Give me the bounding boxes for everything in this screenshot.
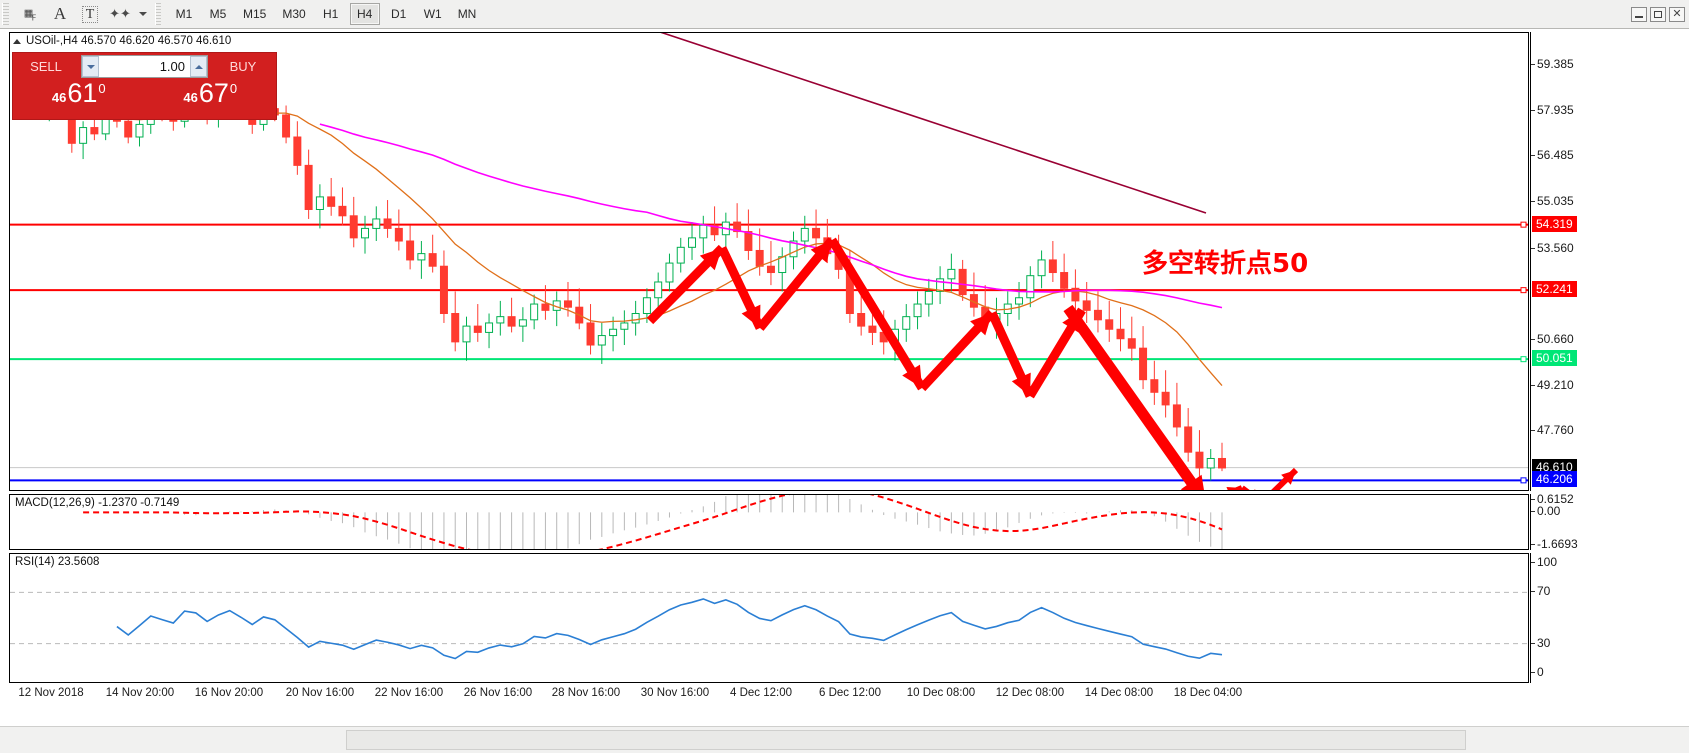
price-tag-54.319: 54.319: [1532, 215, 1577, 232]
time-label-1: 14 Nov 20:00: [105, 687, 175, 699]
volume-input[interactable]: 1.00: [99, 56, 190, 77]
minimize-button[interactable]: [1631, 6, 1647, 22]
chevron-down-icon: [86, 64, 95, 69]
text-A-glyph: A: [53, 4, 67, 23]
price-chart-svg: [10, 33, 1528, 490]
volume-increase-button[interactable]: [190, 56, 207, 77]
macd-label: MACD(12,26,9) -1.2370 -0.7149: [15, 497, 180, 509]
time-label-8: 4 Dec 12:00: [729, 687, 793, 699]
time-label-13: 18 Dec 04:00: [1173, 687, 1243, 699]
timeframe-button-mn[interactable]: MN: [457, 7, 477, 21]
time-axis[interactable]: 12 Nov 2018 14 Nov 20:00 16 Nov 20:00 20 No…: [9, 684, 1529, 706]
macd-tick-0.6152: 0.6152: [1531, 492, 1574, 507]
timeframe-group: M1 M5 M15 M30 H1 H4 D1 W1 MN: [167, 3, 484, 25]
sell-price-prefix: 46: [51, 90, 67, 105]
text-label-icon[interactable]: T: [75, 1, 105, 28]
price-tag-46.610: 46.610: [1532, 458, 1577, 475]
price-tick-49.210: 49.210: [1531, 378, 1574, 392]
time-label-0: 12 Nov 2018: [18, 687, 84, 699]
shapes-dropdown-icon[interactable]: [135, 1, 149, 28]
sell-button[interactable]: SELL: [13, 53, 79, 80]
price-tag-52.241: 52.241: [1532, 281, 1577, 298]
rsi-tick-100: 100: [1530, 555, 1558, 569]
horizontal-scrollbar[interactable]: [0, 726, 1689, 753]
buy-price-main: 67: [198, 78, 229, 108]
sell-price-display[interactable]: 46 61 0: [14, 80, 144, 118]
buy-button[interactable]: BUY: [210, 53, 276, 80]
time-label-10: 10 Dec 08:00: [906, 687, 976, 699]
buy-price-point: 0: [229, 81, 238, 96]
text-T-glyph: T: [81, 5, 99, 23]
timeframe-button-m30[interactable]: M30: [282, 7, 306, 21]
macd-axis: 0.6152 0.00 -1.6693: [1530, 492, 1689, 551]
rsi-tick-70: 70: [1530, 584, 1551, 599]
macd-panel[interactable]: MACD(12,26,9) -1.2370 -0.7149: [9, 494, 1529, 550]
rsi-tick-0: 0: [1531, 665, 1544, 679]
time-label-12: 14 Dec 08:00: [1084, 687, 1154, 699]
toolbar-grip[interactable]: [2, 3, 9, 25]
octp-price-row: 46 61 0 46 67 0: [13, 80, 276, 119]
buy-price-display[interactable]: 46 67 0: [145, 78, 275, 118]
price-tick-56.485: 56.485: [1531, 148, 1574, 162]
rsi-axis: 100 70 30 0: [1530, 553, 1689, 683]
chevron-down-icon: [139, 12, 147, 16]
one-click-trading-panel[interactable]: SELL 1.00 BUY 46 61 0 46 67 0: [12, 52, 277, 120]
shapes-glyph: ✦✦: [109, 6, 131, 21]
timeframe-button-h1[interactable]: H1: [323, 7, 339, 21]
price-tick-50.660: 50.660: [1531, 332, 1574, 346]
crosshair-icon[interactable]: ▦F: [15, 1, 45, 28]
price-axis[interactable]: 59.385 57.935 56.485 55.035 53.560 50.660 49.2…: [1530, 32, 1689, 491]
volume-decrease-button[interactable]: [82, 56, 99, 77]
time-label-9: 6 Dec 12:00: [818, 687, 882, 699]
scrollbar-thumb[interactable]: [346, 730, 1466, 750]
time-label-2: 16 Nov 20:00: [194, 687, 264, 699]
window-controls: ✕: [1628, 6, 1689, 22]
timeframe-button-w1[interactable]: W1: [423, 7, 442, 21]
macd-chart-svg: [83, 495, 1223, 549]
time-label-6: 28 Nov 16:00: [551, 687, 621, 699]
macd-tick--1.6693: -1.6693: [1531, 536, 1578, 551]
octp-top-row: SELL 1.00 BUY: [13, 53, 276, 80]
timeframe-button-d1[interactable]: D1: [391, 7, 407, 21]
price-tick-55.035: 55.035: [1531, 194, 1574, 208]
timeframe-button-m15[interactable]: M15: [243, 7, 267, 21]
rsi-chart-svg: [10, 591, 1528, 660]
price-tick-47.760: 47.760: [1531, 423, 1574, 437]
price-tick-59.385: 59.385: [1531, 57, 1574, 71]
time-label-5: 26 Nov 16:00: [463, 687, 533, 699]
chart-header: USOil-,H4 46.570 46.620 46.570 46.610: [13, 35, 231, 47]
shapes-icon[interactable]: ✦✦: [105, 1, 135, 28]
chevron-up-icon: [194, 64, 203, 69]
main-toolbar: ▦F A T ✦✦ M1 M5 M15 M30 H1 H4 D1 W1 MN ✕: [0, 0, 1689, 29]
timeframe-button-h4[interactable]: H4: [349, 3, 380, 25]
timeframe-button-m1[interactable]: M1: [175, 7, 193, 21]
price-tag-50.051: 50.051: [1532, 350, 1577, 367]
rsi-label: RSI(14) 23.5608: [15, 556, 100, 568]
toolbar-separator: [155, 3, 161, 25]
text-A-icon[interactable]: A: [45, 1, 75, 28]
chart-annotation-text: 多空转折点50: [1142, 249, 1309, 279]
close-button[interactable]: ✕: [1669, 6, 1685, 22]
macd-tick-0.00: 0.00: [1530, 504, 1561, 519]
crosshair-glyph: ▦F: [24, 5, 37, 23]
buy-price-prefix: 46: [183, 90, 198, 105]
price-tick-53.560: 53.560: [1531, 241, 1574, 255]
rsi-panel[interactable]: RSI(14) 23.5608: [9, 553, 1529, 683]
rsi-tick-30: 30: [1530, 635, 1551, 650]
time-label-3: 20 Nov 16:00: [285, 687, 355, 699]
sell-price-main: 61: [67, 78, 98, 108]
timeframe-button-m5[interactable]: M5: [209, 7, 227, 21]
chart-header-text: USOil-,H4 46.570 46.620 46.570 46.610: [26, 35, 232, 47]
time-label-11: 12 Dec 08:00: [995, 687, 1065, 699]
price-tick-57.935: 57.935: [1531, 103, 1574, 117]
price-tag-46.206: 46.206: [1532, 471, 1577, 488]
volume-stepper[interactable]: 1.00: [81, 55, 208, 78]
collapse-triangle-icon[interactable]: [13, 38, 21, 44]
maximize-button[interactable]: [1650, 6, 1666, 22]
time-label-4: 22 Nov 16:00: [374, 687, 444, 699]
time-label-7: 30 Nov 16:00: [640, 687, 710, 699]
sell-price-point: 0: [98, 81, 106, 96]
